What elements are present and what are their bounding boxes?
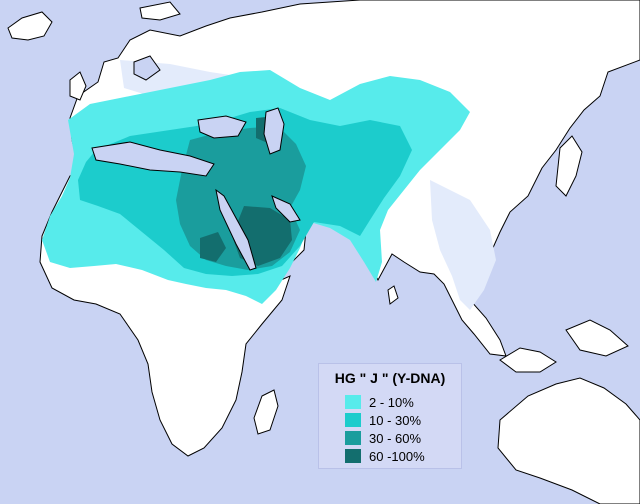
legend-entry: 30 - 60% xyxy=(345,430,421,446)
mediterranean-sea xyxy=(91,141,215,177)
australia xyxy=(497,377,640,504)
zone-60-100 xyxy=(200,232,226,262)
arctic-island xyxy=(139,1,181,21)
legend-entry: 2 - 10% xyxy=(345,394,414,410)
caspian-sea xyxy=(263,107,285,155)
persian-gulf xyxy=(271,195,301,223)
baltic-sea xyxy=(133,55,161,81)
legend-swatch xyxy=(345,449,361,463)
legend-swatch xyxy=(345,395,361,409)
legend-label: 30 - 60% xyxy=(369,430,422,446)
sri-lanka xyxy=(387,285,399,305)
arctic-island xyxy=(7,11,53,41)
southeast-asia-islands xyxy=(565,319,629,357)
southeast-asia-islands xyxy=(499,347,557,373)
light-fringe-east-asia xyxy=(430,180,496,310)
legend-label: 2 - 10% xyxy=(369,394,414,410)
madagascar xyxy=(253,389,279,435)
british-isles xyxy=(69,71,87,101)
black-sea xyxy=(197,115,247,139)
red-sea xyxy=(215,188,257,271)
legend-label: 60 -100% xyxy=(369,448,425,464)
japan xyxy=(555,135,583,197)
legend-entry: 10 - 30% xyxy=(345,412,421,428)
map-legend: HG " J " (Y-DNA) 2 - 10% 10 - 30% 30 - 6… xyxy=(318,363,462,469)
legend-label: 10 - 30% xyxy=(369,412,422,428)
legend-swatch xyxy=(345,413,361,427)
legend-title: HG " J " (Y-DNA) xyxy=(334,370,446,386)
legend-entry: 60 -100% xyxy=(345,448,425,464)
legend-swatch xyxy=(345,431,361,445)
